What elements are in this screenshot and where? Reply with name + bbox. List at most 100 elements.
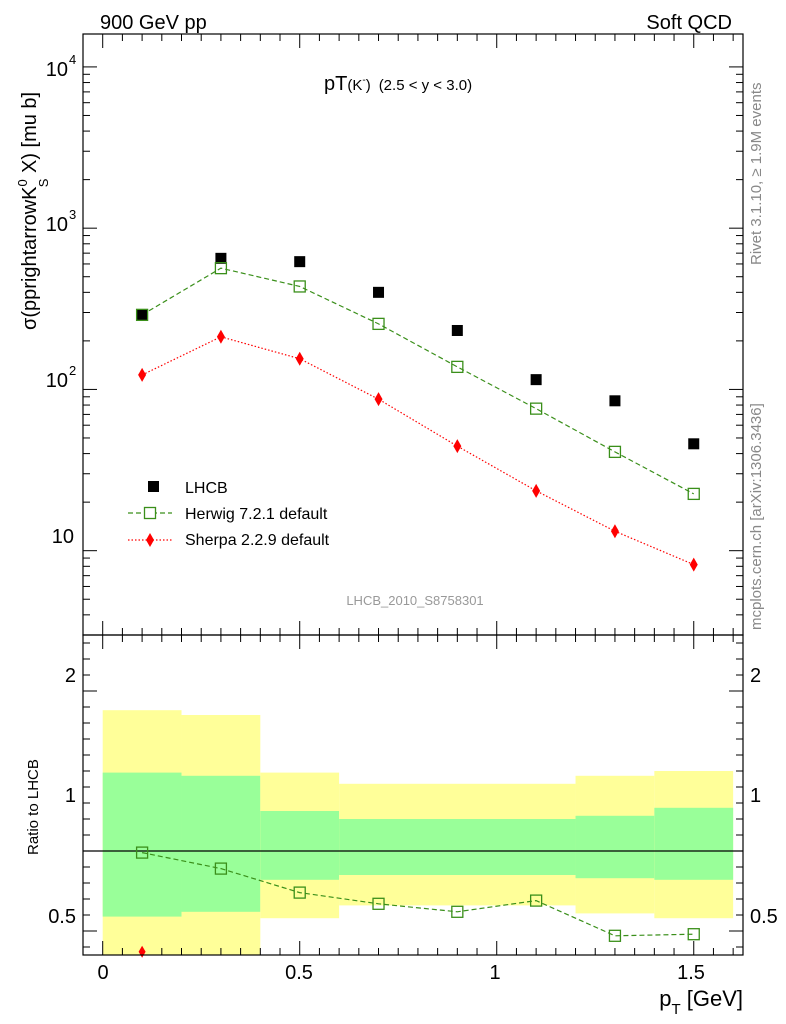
sherpa-line: [141, 336, 694, 566]
sherpa-marker: [216, 329, 225, 344]
legend-marker-lhcb: [148, 481, 159, 492]
sherpa-marker: [295, 351, 304, 366]
y-tick-label-base: 10: [46, 59, 68, 81]
lhcb-marker: [688, 438, 700, 450]
ratio-plot-frame: [82, 634, 744, 956]
y-tick-label-exp: 3: [69, 207, 76, 222]
plot-title-range: (2.5 < y < 3.0): [379, 77, 472, 94]
y-tick-label-base: 10: [52, 526, 74, 548]
y-tick-label-10: 10: [52, 526, 74, 548]
rivet-version-label: Rivet 3.1.10, ≥ 1.9M events: [748, 83, 765, 266]
herwig-line: [141, 267, 695, 495]
sherpa-marker: [689, 557, 698, 572]
ratio-plot-series: [135, 846, 700, 958]
mcplots-label: mcplots.cern.ch [arXiv:1306.3436]: [748, 403, 765, 630]
lhcb-marker: [373, 286, 385, 298]
x-tick-label: 1.5: [677, 962, 705, 984]
ratio-band-inner: [102, 772, 182, 917]
lhcb-marker: [451, 324, 463, 336]
y-tick-label-base: 10: [46, 370, 68, 392]
y-tick-label-10000: 10 4: [46, 52, 76, 81]
y-label-sup: 0: [15, 179, 30, 186]
plot-title-close: ): [366, 77, 371, 94]
legend-marker-herwig: [143, 506, 157, 520]
herwig-marker: [293, 280, 306, 293]
ratio-band-inner: [654, 807, 734, 880]
legend-label-sherpa: Sherpa 2.2.9 default: [185, 532, 330, 549]
ratio-herwig-marker: [135, 846, 149, 859]
x-tick-label: 0: [97, 962, 108, 984]
herwig-marker: [451, 360, 464, 374]
x-tick-label: 0.5: [285, 962, 313, 984]
sherpa-marker: [374, 392, 383, 407]
x-tick-label: 1: [489, 962, 500, 984]
ratio-herwig-marker: [451, 905, 464, 918]
herwig-marker: [214, 262, 228, 275]
sherpa-marker: [138, 367, 147, 382]
x-label-sub: T: [671, 1001, 680, 1018]
lhcb-marker: [215, 252, 227, 264]
herwig-marker: [687, 487, 700, 501]
ratio-band-inner: [339, 819, 576, 875]
herwig-marker: [372, 317, 385, 331]
main-plot-series: [135, 252, 700, 572]
ratio-herwig-marker: [608, 929, 622, 942]
sherpa-marker: [453, 439, 462, 454]
ratio-y-tick-label-left: 0.5: [48, 906, 76, 928]
herwig-marker: [529, 402, 543, 415]
herwig-marker: [608, 445, 622, 459]
ratio-herwig-marker: [214, 862, 228, 875]
lhcb-marker: [609, 395, 621, 407]
main-panel: 10 10 2 10 3 10 4 pT(K-) (2.5 < y < 3.0) …: [15, 33, 744, 636]
plot-title-charge: -: [362, 75, 365, 86]
sherpa-marker: [610, 524, 619, 539]
legend-label-lhcb: LHCB: [185, 480, 228, 497]
herwig-marker: [135, 308, 149, 322]
plot-title: pT(K-) (2.5 < y < 3.0): [324, 73, 472, 95]
ratio-herwig-line: [141, 852, 694, 937]
ratio-herwig-marker: [529, 894, 543, 907]
ratio-herwig-marker: [687, 928, 700, 941]
legend: LHCB Herwig 7.2.1 default Sherpa 2.2.9 d…: [128, 480, 330, 549]
ratio-axis-ticks: [83, 635, 743, 955]
ratio-y-tick-label-right: 2: [750, 665, 761, 687]
ratio-panel: 0.5 1 2 0.5 1 2 0 0.5 1 1.5 Ratio to LHC…: [25, 634, 778, 1018]
legend-marker-sherpa: [146, 533, 154, 547]
ratio-band-inner: [181, 775, 261, 912]
ratio-band-inner: [260, 811, 340, 880]
legend-label-herwig: Herwig 7.2.1 default: [185, 506, 328, 523]
ratio-y-tick-label-right: 0.5: [750, 906, 778, 928]
ratio-uncertainty-bands: [83, 710, 743, 955]
main-y-axis-label: σ(pprightarrowK0 S X) [mu b]: [15, 92, 51, 330]
lhcb-marker: [136, 309, 148, 321]
header-left-label: 900 GeV pp: [100, 12, 207, 34]
ratio-herwig-marker: [372, 897, 385, 910]
ratio-y-axis-label: Ratio to LHCB: [25, 759, 42, 855]
ratio-herwig-marker: [293, 886, 306, 899]
y-label-sub: S: [36, 178, 51, 187]
y-tick-label-100: 10 2: [46, 363, 76, 392]
x-label-unit: [GeV]: [681, 986, 743, 1011]
y-tick-label-exp: 4: [69, 52, 76, 67]
ratio-y-tick-label-left: 1: [65, 785, 76, 807]
ratio-y-tick-label-right: 1: [750, 785, 761, 807]
y-label-prefix: σ(pprightarrowK: [19, 186, 41, 330]
analysis-id-label: LHCB_2010_S8758301: [346, 593, 483, 608]
plot-title-particle: (K: [347, 77, 362, 94]
plot-title-main: pT: [324, 73, 347, 95]
lhcb-marker: [294, 256, 306, 268]
y-label-suffix: X) [mu b]: [19, 92, 41, 179]
sherpa-marker: [532, 483, 541, 498]
ratio-band-inner: [575, 815, 655, 879]
x-label-main: p: [659, 986, 671, 1011]
y-tick-label-1000: 10 3: [46, 207, 76, 236]
y-tick-label-base: 10: [46, 214, 68, 236]
x-axis-label: pT [GeV]: [659, 986, 743, 1018]
main-plot-frame: [82, 33, 744, 636]
main-axis-ticks: [83, 34, 743, 636]
ratio-y-tick-label-left: 2: [65, 665, 76, 687]
header-right-label: Soft QCD: [646, 12, 732, 34]
y-tick-label-exp: 2: [69, 363, 76, 378]
lhcb-marker: [530, 374, 542, 386]
